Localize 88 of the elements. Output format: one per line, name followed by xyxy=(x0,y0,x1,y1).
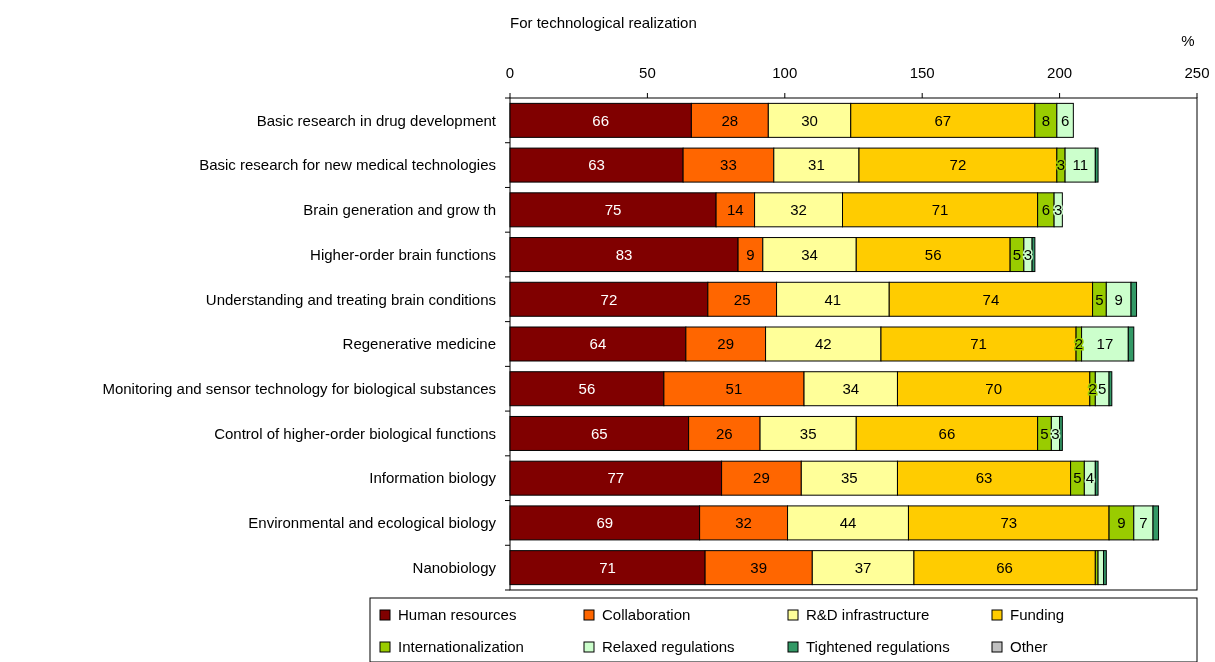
y-tick-label: Higher-order brain functions xyxy=(310,245,496,263)
y-tick-label: Regenerative medicine xyxy=(342,335,496,353)
data-label: 5 xyxy=(1040,424,1049,442)
y-tick-label: Nanobiology xyxy=(412,558,497,576)
data-label: 34 xyxy=(842,379,860,397)
x-tick-label: 50 xyxy=(639,64,656,81)
data-label: 66 xyxy=(938,424,956,442)
x-tick-label: 100 xyxy=(772,64,798,81)
data-label: 35 xyxy=(799,424,817,442)
data-label: 44 xyxy=(839,514,857,532)
data-label: 2 xyxy=(1074,335,1084,353)
data-label: 8 xyxy=(1041,111,1051,129)
data-label: 56 xyxy=(924,245,942,263)
data-label: 3 xyxy=(1051,424,1060,442)
data-label: 35 xyxy=(841,469,858,487)
data-label: 70 xyxy=(985,379,1002,397)
legend-label: Relaxed regulations xyxy=(602,638,735,656)
data-label: 64 xyxy=(589,335,607,353)
data-label: 9 xyxy=(746,245,755,263)
data-label: 72 xyxy=(949,156,967,174)
y-tick-label: Understanding and treating brain conditions xyxy=(205,290,496,308)
data-label: 29 xyxy=(717,335,735,353)
data-label: 56 xyxy=(578,379,596,397)
data-label: 71 xyxy=(931,201,949,219)
data-label: 7 xyxy=(1139,514,1148,532)
data-label: 5 xyxy=(1012,245,1022,263)
y-tick-label: Control of higher-order biological functions xyxy=(214,424,496,442)
x-tick-label: 150 xyxy=(909,64,935,81)
data-label: 73 xyxy=(1000,514,1018,532)
data-label: 5 xyxy=(1098,379,1107,397)
data-label: 25 xyxy=(733,290,751,308)
data-label: 37 xyxy=(854,558,872,576)
y-tick-label: Environmental and ecological biology xyxy=(248,514,497,532)
x-tick-label: 0 xyxy=(505,64,515,81)
data-label: 33 xyxy=(720,156,737,174)
data-label: 30 xyxy=(801,111,818,129)
data-label: 63 xyxy=(975,469,993,487)
legend-label: Human resources xyxy=(398,606,517,624)
data-label: 66 xyxy=(996,558,1013,576)
data-label: 9 xyxy=(1114,290,1123,308)
data-label: 5 xyxy=(1073,469,1082,487)
data-label: 29 xyxy=(753,469,770,487)
data-label: 63 xyxy=(588,156,605,174)
data-label: 71 xyxy=(599,558,616,576)
legend-label: Other xyxy=(1010,638,1048,656)
legend-label: Tightened regulations xyxy=(806,638,950,656)
data-label: 34 xyxy=(801,245,818,263)
data-label: 66 xyxy=(592,111,610,129)
chart-title: For technological realization xyxy=(510,14,697,31)
data-label: 41 xyxy=(824,290,842,308)
data-label: 71 xyxy=(970,335,987,353)
data-label: 74 xyxy=(982,290,1000,308)
x-tick-label: 200 xyxy=(1047,64,1073,81)
data-label: 4 xyxy=(1085,469,1094,487)
data-label: 28 xyxy=(721,111,739,129)
legend-label: Internationalization xyxy=(398,638,524,656)
y-tick-label: Basic research for new medical technologies xyxy=(199,156,496,174)
data-label: 75 xyxy=(604,201,622,219)
y-tick-label: Information biology xyxy=(369,469,497,487)
data-label: 6 xyxy=(1060,111,1070,129)
data-label: 72 xyxy=(600,290,618,308)
data-label: 5 xyxy=(1095,290,1104,308)
legend-label: Funding xyxy=(1010,606,1065,624)
data-label: 42 xyxy=(814,335,832,353)
data-label: 67 xyxy=(934,111,952,129)
data-label: 65 xyxy=(590,424,608,442)
data-label: 6 xyxy=(1041,201,1051,219)
data-label: 31 xyxy=(808,156,825,174)
data-label: 51 xyxy=(725,379,743,397)
y-tick-label: Basic research in drug development xyxy=(256,111,497,129)
y-tick-label: Monitoring and sensor technology for biological substances xyxy=(102,379,496,397)
data-label: 32 xyxy=(735,514,752,532)
data-label: 26 xyxy=(716,424,733,442)
data-label: 17 xyxy=(1096,335,1114,353)
legend-label: Collaboration xyxy=(602,606,691,624)
data-label: 11 xyxy=(1072,156,1088,174)
data-label: 39 xyxy=(750,558,768,576)
data-label: 77 xyxy=(607,469,625,487)
data-label: 83 xyxy=(615,245,633,263)
data-label: 14 xyxy=(726,201,744,219)
bar xyxy=(1097,550,1105,586)
legend-label: R&D infrastructure xyxy=(806,606,930,624)
data-label: 69 xyxy=(596,514,614,532)
data-label: 9 xyxy=(1117,514,1126,532)
x-axis-title: % xyxy=(1181,32,1195,49)
x-tick-label: 250 xyxy=(1184,64,1210,81)
data-label: 32 xyxy=(790,201,807,219)
y-tick-label: Brain generation and grow th xyxy=(303,201,496,219)
